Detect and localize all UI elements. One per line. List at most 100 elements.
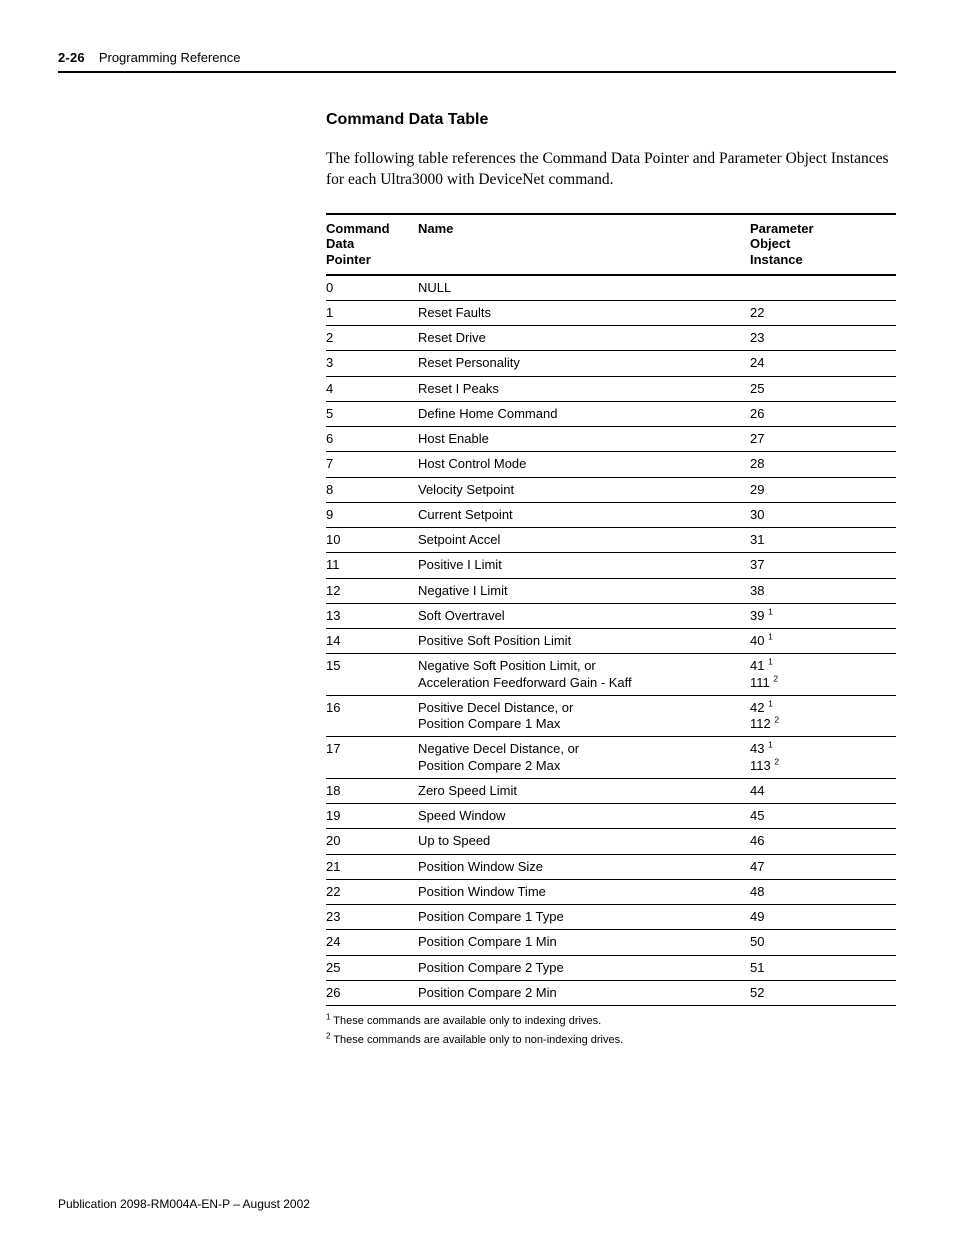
cell-name: Negative Decel Distance, orPosition Comp… (418, 737, 750, 779)
cell-name: Soft Overtravel (418, 603, 750, 628)
table-row: 8Velocity Setpoint29 (326, 477, 896, 502)
cell-instance: 40 1 (750, 629, 896, 654)
cell-name: Position Window Size (418, 854, 750, 879)
cell-pointer: 8 (326, 477, 418, 502)
cell-name: Positive Soft Position Limit (418, 629, 750, 654)
table-row: 14Positive Soft Position Limit40 1 (326, 629, 896, 654)
footnote: 1 These commands are available only to i… (326, 1012, 896, 1031)
content-area: Command Data Table The following table r… (326, 111, 896, 1050)
cell-instance: 41 1111 2 (750, 654, 896, 696)
table-row: 13Soft Overtravel39 1 (326, 603, 896, 628)
section-heading: Command Data Table (326, 111, 896, 129)
cell-instance: 39 1 (750, 603, 896, 628)
cell-instance: 26 (750, 401, 896, 426)
cell-name: Up to Speed (418, 829, 750, 854)
table-row: 7Host Control Mode28 (326, 452, 896, 477)
cell-instance: 24 (750, 351, 896, 376)
cell-pointer: 3 (326, 351, 418, 376)
cell-name: Zero Speed Limit (418, 778, 750, 803)
cell-instance: 47 (750, 854, 896, 879)
table-row: 2Reset Drive23 (326, 326, 896, 351)
cell-name: Negative I Limit (418, 578, 750, 603)
cell-instance: 50 (750, 930, 896, 955)
command-data-table: CommandDataPointer Name ParameterObjectI… (326, 213, 896, 1006)
table-row: 18Zero Speed Limit44 (326, 778, 896, 803)
cell-pointer: 21 (326, 854, 418, 879)
table-header-row: CommandDataPointer Name ParameterObjectI… (326, 214, 896, 275)
cell-instance: 31 (750, 528, 896, 553)
cell-name: Position Compare 2 Min (418, 980, 750, 1005)
cell-name: Reset Faults (418, 300, 750, 325)
table-row: 21Position Window Size47 (326, 854, 896, 879)
cell-instance: 52 (750, 980, 896, 1005)
cell-instance: 49 (750, 905, 896, 930)
cell-pointer: 26 (326, 980, 418, 1005)
col-header-pointer: CommandDataPointer (326, 214, 418, 275)
table-row: 26Position Compare 2 Min52 (326, 980, 896, 1005)
cell-pointer: 0 (326, 275, 418, 301)
table-row: 19Speed Window45 (326, 804, 896, 829)
cell-name: Positive Decel Distance, orPosition Comp… (418, 695, 750, 737)
cell-name: NULL (418, 275, 750, 301)
cell-name: Setpoint Accel (418, 528, 750, 553)
cell-pointer: 5 (326, 401, 418, 426)
running-header: 2-26 Programming Reference (58, 50, 896, 73)
cell-pointer: 18 (326, 778, 418, 803)
cell-name: Define Home Command (418, 401, 750, 426)
cell-instance: 51 (750, 955, 896, 980)
cell-pointer: 23 (326, 905, 418, 930)
cell-name: Position Window Time (418, 879, 750, 904)
table-row: 4Reset I Peaks25 (326, 376, 896, 401)
cell-pointer: 12 (326, 578, 418, 603)
cell-name: Position Compare 1 Type (418, 905, 750, 930)
cell-instance: 22 (750, 300, 896, 325)
cell-instance: 43 1113 2 (750, 737, 896, 779)
table-row: 0NULL (326, 275, 896, 301)
col-header-name: Name (418, 214, 750, 275)
table-row: 5Define Home Command26 (326, 401, 896, 426)
table-row: 6Host Enable27 (326, 427, 896, 452)
cell-instance: 44 (750, 778, 896, 803)
cell-name: Reset Drive (418, 326, 750, 351)
cell-instance: 48 (750, 879, 896, 904)
cell-instance: 38 (750, 578, 896, 603)
cell-instance: 30 (750, 502, 896, 527)
cell-pointer: 24 (326, 930, 418, 955)
section-intro: The following table references the Comma… (326, 149, 896, 191)
cell-name: Positive I Limit (418, 553, 750, 578)
table-row: 3Reset Personality24 (326, 351, 896, 376)
cell-pointer: 19 (326, 804, 418, 829)
cell-instance (750, 275, 896, 301)
table-row: 16Positive Decel Distance, orPosition Co… (326, 695, 896, 737)
footnotes: 1 These commands are available only to i… (326, 1012, 896, 1049)
cell-name: Current Setpoint (418, 502, 750, 527)
cell-pointer: 15 (326, 654, 418, 696)
cell-name: Reset Personality (418, 351, 750, 376)
cell-pointer: 7 (326, 452, 418, 477)
header-title: Programming Reference (99, 50, 241, 65)
table-row: 1Reset Faults22 (326, 300, 896, 325)
table-row: 11Positive I Limit37 (326, 553, 896, 578)
cell-name: Position Compare 1 Min (418, 930, 750, 955)
cell-name: Host Enable (418, 427, 750, 452)
cell-pointer: 25 (326, 955, 418, 980)
cell-pointer: 11 (326, 553, 418, 578)
col-header-instance: ParameterObjectInstance (750, 214, 896, 275)
table-row: 22Position Window Time48 (326, 879, 896, 904)
cell-instance: 25 (750, 376, 896, 401)
cell-instance: 46 (750, 829, 896, 854)
cell-pointer: 16 (326, 695, 418, 737)
table-row: 24Position Compare 1 Min50 (326, 930, 896, 955)
cell-pointer: 22 (326, 879, 418, 904)
cell-name: Speed Window (418, 804, 750, 829)
cell-name: Negative Soft Position Limit, orAccelera… (418, 654, 750, 696)
table-row: 15Negative Soft Position Limit, orAccele… (326, 654, 896, 696)
cell-pointer: 13 (326, 603, 418, 628)
cell-pointer: 6 (326, 427, 418, 452)
cell-name: Host Control Mode (418, 452, 750, 477)
cell-name: Velocity Setpoint (418, 477, 750, 502)
cell-pointer: 9 (326, 502, 418, 527)
cell-pointer: 4 (326, 376, 418, 401)
table-row: 25Position Compare 2 Type51 (326, 955, 896, 980)
cell-name: Reset I Peaks (418, 376, 750, 401)
